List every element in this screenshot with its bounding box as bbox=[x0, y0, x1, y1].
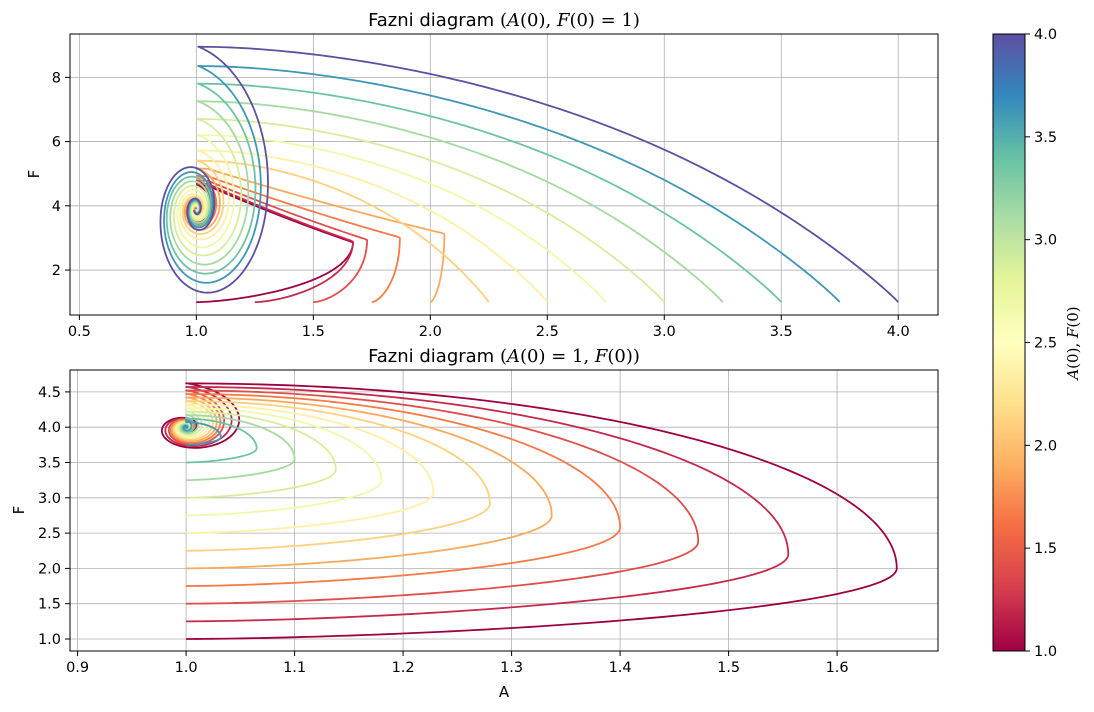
bottom-y-tick-label: 1.5 bbox=[38, 597, 61, 613]
top-x-tick-label: 1.0 bbox=[185, 324, 208, 340]
top-trajectories bbox=[159, 45, 899, 304]
top-x-tick-label: 1.5 bbox=[302, 324, 325, 340]
bottom-ticks: 0.9 1.0 1.1 1.2 1.3 1.4 1.5 1.6 1.0 1.5 2.0 2.5 3.0 3… bbox=[38, 385, 849, 676]
bottom-chart-title: Fazni diagram (A(0) = 1, F(0)) bbox=[368, 346, 640, 367]
bottom-y-tick-label: 3.0 bbox=[38, 491, 61, 507]
bottom-x-tick-label: 1.1 bbox=[283, 660, 306, 676]
bottom-axes-frame bbox=[69, 369, 939, 652]
top-y-axis-label: F bbox=[25, 170, 43, 179]
colorbar-tick-label: 1.0 bbox=[1034, 644, 1057, 660]
top-trajectory-line bbox=[163, 65, 841, 303]
bottom-x-axis-label: A bbox=[499, 683, 510, 701]
top-trajectory-line bbox=[176, 133, 607, 303]
top-trajectory-line bbox=[159, 45, 899, 303]
top-trajectory-line bbox=[169, 100, 724, 303]
colorbar-tick-label: 1.5 bbox=[1034, 541, 1057, 557]
bottom-trajectory-line bbox=[169, 392, 621, 587]
bottom-y-tick-label: 2.5 bbox=[38, 526, 61, 542]
top-x-tick-label: 2.5 bbox=[536, 324, 559, 340]
top-y-tick-label: 4 bbox=[52, 199, 61, 215]
top-x-tick-label: 0.5 bbox=[68, 324, 91, 340]
colorbar-tick-label: 2.5 bbox=[1034, 336, 1057, 352]
colorbar-ticks: 1.0 1.5 2.0 2.5 3.0 3.5 4.0 bbox=[1025, 27, 1057, 660]
bottom-trajectory-line bbox=[171, 396, 553, 570]
colorbar-tick-label: 3.0 bbox=[1034, 233, 1057, 249]
colorbar-label: A(0), F(0) bbox=[1064, 306, 1082, 381]
bottom-trajectories bbox=[160, 382, 898, 640]
colorbar-tick-label: 3.5 bbox=[1034, 130, 1057, 146]
top-x-tick-label: 4.0 bbox=[887, 324, 910, 340]
bottom-trajectory-line bbox=[182, 419, 222, 446]
bottom-x-tick-label: 1.4 bbox=[609, 660, 632, 676]
chart-top: 0.5 1.0 1.5 2.0 2.5 3.0 3.5 4.0 2 4 6 8 Fazni diagr… bbox=[25, 10, 939, 340]
top-ticks: 0.5 1.0 1.5 2.0 2.5 3.0 3.5 4.0 2 4 6 8 bbox=[52, 70, 910, 340]
bottom-y-tick-label: 2.0 bbox=[38, 561, 61, 577]
bottom-y-tick-label: 4.5 bbox=[38, 385, 61, 401]
top-x-tick-label: 2.0 bbox=[419, 324, 442, 340]
bottom-y-tick-label: 1.0 bbox=[38, 632, 61, 648]
bottom-y-tick-label: 3.5 bbox=[38, 455, 61, 471]
bottom-trajectory-line bbox=[164, 385, 790, 623]
top-x-tick-label: 3.5 bbox=[770, 324, 793, 340]
bottom-y-axis-label: F bbox=[10, 506, 28, 515]
colorbar-tick-label: 4.0 bbox=[1034, 27, 1057, 43]
colorbar: 1.0 1.5 2.0 2.5 3.0 3.5 4.0 A(0), F(0) bbox=[992, 27, 1082, 660]
top-trajectory-line bbox=[181, 159, 490, 303]
bottom-x-tick-label: 1.3 bbox=[500, 660, 523, 676]
bottom-x-tick-label: 1.5 bbox=[717, 660, 740, 676]
bottom-x-tick-label: 1.0 bbox=[175, 660, 198, 676]
chart-bottom: 0.9 1.0 1.1 1.2 1.3 1.4 1.5 1.6 1.0 1.5 2.0 2.5 3.0 3… bbox=[10, 346, 939, 701]
colorbar-bar bbox=[992, 33, 1026, 652]
top-y-tick-label: 2 bbox=[52, 263, 61, 279]
top-axes-frame bbox=[69, 33, 939, 316]
bottom-x-tick-label: 1.2 bbox=[392, 660, 415, 676]
colorbar-tick-label: 2.0 bbox=[1034, 438, 1057, 454]
top-y-tick-label: 8 bbox=[52, 70, 61, 86]
bottom-x-tick-label: 0.9 bbox=[66, 660, 89, 676]
top-gridlines bbox=[70, 34, 938, 315]
top-y-tick-label: 6 bbox=[52, 135, 61, 151]
top-x-tick-label: 3.0 bbox=[653, 324, 676, 340]
top-chart-title: Fazni diagram (A(0), F(0) = 1) bbox=[368, 10, 640, 31]
bottom-x-tick-label: 1.6 bbox=[826, 660, 849, 676]
bottom-y-tick-label: 4.0 bbox=[38, 420, 61, 436]
